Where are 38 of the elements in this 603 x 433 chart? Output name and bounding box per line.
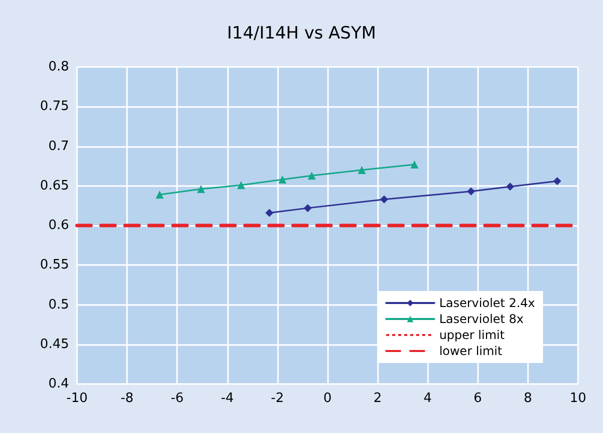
point (278, 176, 286, 184)
point (265, 208, 274, 217)
y-tick-label: 0.45 (40, 336, 69, 352)
point (380, 195, 388, 204)
x-tick-label: 0 (323, 391, 332, 406)
y-tick-label: 0.6 (48, 218, 69, 233)
point (358, 166, 366, 174)
point (304, 204, 312, 212)
point (308, 172, 316, 180)
legend-label: upper limit (439, 328, 505, 342)
x-tick-label: -2 (270, 391, 284, 406)
x-tick-label: -4 (220, 391, 234, 406)
y-tick-label: 0.7 (48, 138, 69, 154)
y-tick-label: 0.8 (48, 60, 69, 74)
x-tick-label: 2 (373, 391, 382, 406)
x-tick-label: 4 (424, 391, 432, 406)
x-tick-label: -10 (66, 391, 88, 406)
chart-title: I14/I14H vs ASYM (227, 24, 376, 44)
point (467, 187, 476, 196)
point (237, 181, 246, 190)
y-tick-label: 0.65 (40, 178, 69, 194)
y-tick-label: 0.75 (40, 99, 69, 114)
x-tick-label: 8 (524, 391, 532, 406)
point (506, 182, 514, 191)
x-tick-label: 6 (474, 391, 482, 406)
x-tick-label: -6 (170, 391, 184, 406)
legend-label: Laserviolet 8x (439, 312, 524, 326)
y-tick-label: 0.55 (40, 258, 69, 273)
point (553, 177, 562, 186)
point (196, 185, 205, 194)
legend-label: lower limit (439, 344, 503, 358)
legend-label: Laserviolet 2.4x (439, 296, 536, 310)
point (410, 160, 418, 168)
point (156, 190, 164, 199)
y-tick-label: 0.4 (48, 376, 69, 392)
y-tick-label: 0.5 (48, 297, 69, 312)
x-tick-label: 10 (570, 391, 586, 406)
x-tick-label: -8 (120, 391, 134, 406)
